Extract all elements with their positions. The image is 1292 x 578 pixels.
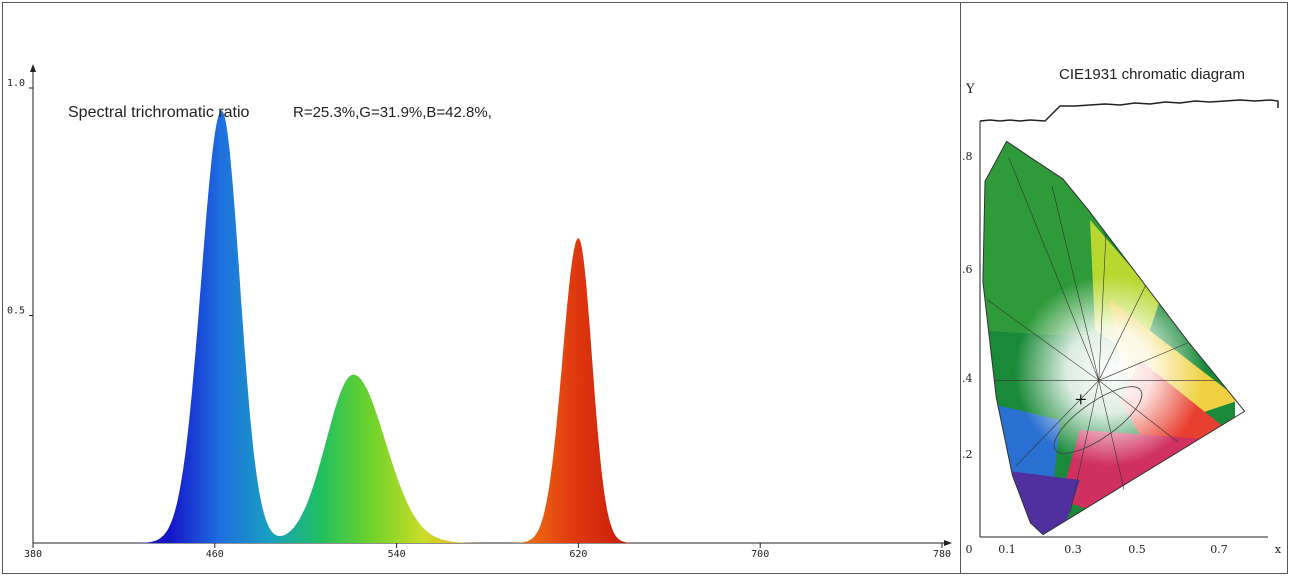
cie-x-tick-label: 0.1 <box>998 543 1016 556</box>
spectrum-chart: 380 460 540 620 700 780 0.5 1.0 Spectral trichr… <box>7 64 952 560</box>
cie-x-tick-label: 0 <box>966 543 973 556</box>
spectrum-y-tick-label: 0.5 <box>7 306 25 317</box>
cie-title: CIE1931 chromatic diagram <box>1059 66 1245 83</box>
cie-x-tick-label: 0.5 <box>1128 543 1146 556</box>
cie-color-gamut <box>982 141 1240 535</box>
spectrum-curve <box>135 110 670 543</box>
spectrum-x-tick-label: 780 <box>933 549 951 560</box>
spectrum-x-arrow <box>944 540 952 546</box>
cie-x-tick-label: 0.7 <box>1210 543 1228 556</box>
spectrum-x-tick-label: 460 <box>206 549 224 560</box>
spectrum-ratio-annotation: R=25.3%,G=31.9%,B=42.8%, <box>293 104 492 121</box>
cie-region-lines <box>987 157 1218 514</box>
spectrum-y-arrow <box>30 64 36 72</box>
cie-spectral-trace <box>979 99 1279 122</box>
spectrum-title: Spectral trichromatic ratio <box>68 104 249 121</box>
cie-blackbody-ellipse <box>1053 386 1143 454</box>
spectrum-x-tick-label: 620 <box>569 549 587 560</box>
cie-y-tick-label: .6 <box>962 263 973 276</box>
cie-white-point-marker <box>1075 394 1086 405</box>
spectrum-x-tick-label: 700 <box>751 549 769 560</box>
cie-y-tick-label: .2 <box>962 448 973 461</box>
cie-y-tick-label: .8 <box>962 150 973 163</box>
cie-y-tick-label: .4 <box>962 372 973 385</box>
spectrum-x-tick-label: 380 <box>24 549 42 560</box>
cie-x-tick-label: 0.3 <box>1064 543 1082 556</box>
cie-y-axis-label: Y <box>965 82 975 97</box>
panel-divider <box>960 2 961 574</box>
spectrum-x-tick-label: 540 <box>388 549 406 560</box>
spectrum-y-tick-label: 1.0 <box>7 78 25 89</box>
cie-x-tick-label: x <box>1275 543 1282 556</box>
cie-spectral-locus <box>982 140 1246 536</box>
